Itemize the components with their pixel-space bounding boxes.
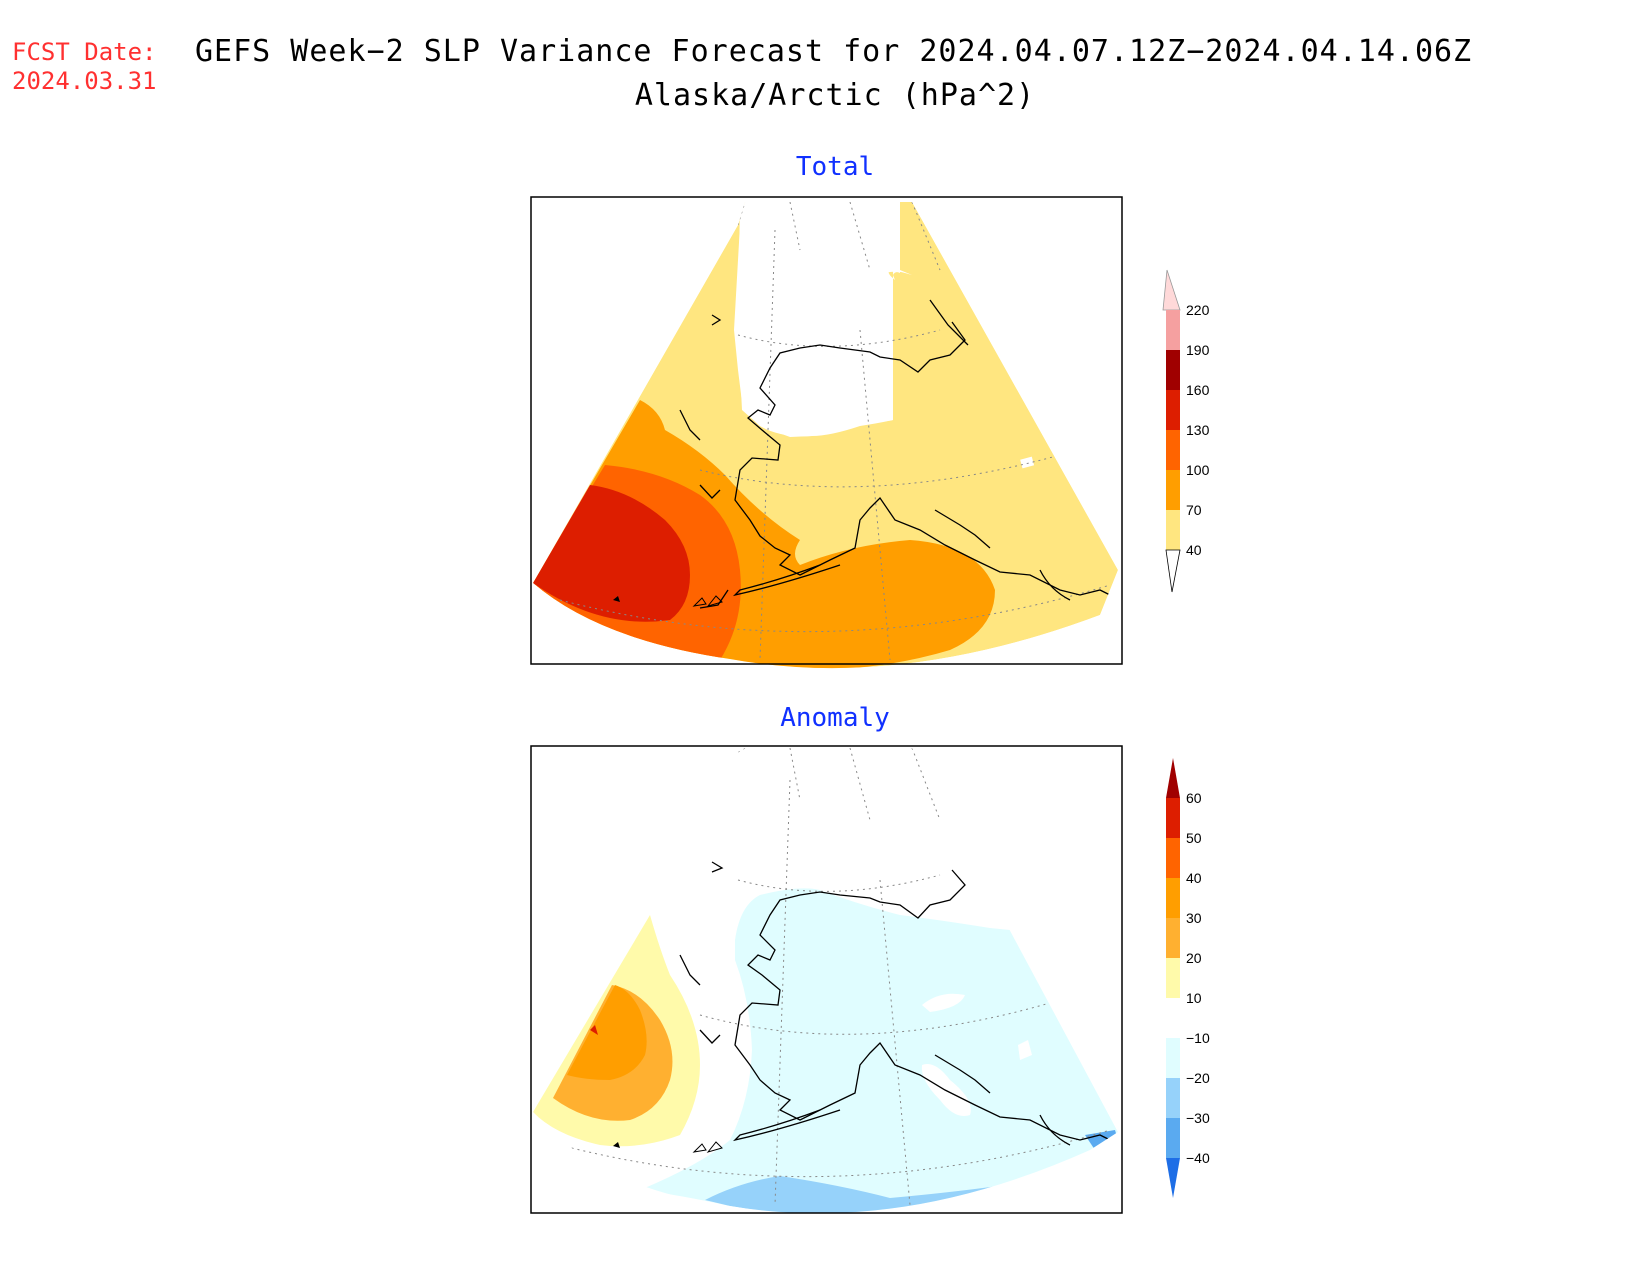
total-colorbar-swatch (1166, 310, 1180, 350)
anomaly-colorbar-swatch (1166, 1118, 1180, 1158)
forecast-date-block: FCST Date: 2024.03.31 (12, 38, 157, 96)
total-map (530, 196, 1123, 669)
main-title: GEFS Week−2 SLP Variance Forecast for 20… (195, 34, 1473, 69)
anomaly-colorbar-label: 60 (1186, 790, 1202, 806)
subtitle: Alaska/Arctic (hPa^2) (0, 78, 1650, 113)
total-map-frame (530, 196, 1123, 665)
total-colorbar-label: 160 (1186, 382, 1210, 398)
anomaly-colorbar-label: 10 (1186, 990, 1202, 1006)
total-colorbar-top-arrow (1162, 269, 1181, 311)
anomaly-colorbar-swatch (1166, 878, 1180, 918)
panel-title-anomaly: Anomaly (780, 703, 890, 733)
forecast-date-value: 2024.03.31 (12, 67, 157, 95)
anomaly-colorbar-swatch (1166, 1078, 1180, 1118)
forecast-date-label: FCST Date: (12, 38, 157, 66)
total-field-130-160 (533, 485, 690, 622)
anomaly-map-frame (530, 745, 1123, 1214)
anomaly-colorbar-top-arrow (1166, 758, 1180, 798)
anomaly-colorbar-swatch (1166, 958, 1180, 998)
anomaly-colorbar-swatch (1166, 798, 1180, 838)
anomaly-colorbar-label: −20 (1186, 1070, 1210, 1086)
total-colorbar-swatch (1166, 470, 1180, 510)
anomaly-colorbar-swatch (1166, 918, 1180, 958)
anomaly-colorbar-label: 50 (1186, 830, 1202, 846)
anomaly-colorbar-label: 30 (1186, 910, 1202, 926)
anomaly-field-neg10-neg20 (640, 888, 1118, 1214)
anomaly-colorbar-label: 40 (1186, 870, 1202, 886)
total-colorbar-swatch (1166, 350, 1180, 390)
total-colorbar-label: 70 (1186, 502, 1202, 518)
total-colorbar-label: 130 (1186, 422, 1210, 438)
anomaly-colorbar-swatch (1166, 838, 1180, 878)
total-colorbar-label: 100 (1186, 462, 1210, 478)
subtitle-text: Alaska/Arctic (hPa^2) (634, 78, 1036, 113)
anomaly-colorbar-bottom-arrow (1166, 1158, 1180, 1198)
anomaly-colorbar: 60 50 40 30 20 10 −10 −20 −30 −40 (1166, 758, 1210, 1198)
total-colorbar-swatch (1166, 430, 1180, 470)
anomaly-field-30-40 (567, 985, 647, 1080)
anomaly-colorbar-label: −30 (1186, 1110, 1210, 1126)
panel-title-total: Total (795, 152, 875, 182)
total-colorbar-label: 220 (1186, 302, 1210, 318)
total-colorbar-label: 40 (1186, 542, 1202, 558)
anomaly-colorbar-label: 20 (1186, 950, 1202, 966)
anomaly-colorbar-swatch (1166, 1038, 1180, 1078)
total-colorbar-swatch (1166, 390, 1180, 430)
total-colorbar-swatch (1166, 510, 1180, 550)
total-colorbar-label: 190 (1186, 342, 1210, 358)
total-colorbar: 220 190 160 130 100 70 40 (1162, 269, 1210, 593)
anomaly-map (530, 745, 1123, 1214)
anomaly-colorbar-swatch (1166, 998, 1180, 1038)
total-colorbar-bottom-arrow (1165, 549, 1181, 593)
anomaly-colorbar-label: −10 (1186, 1030, 1210, 1046)
anomaly-colorbar-label: −40 (1186, 1150, 1210, 1166)
